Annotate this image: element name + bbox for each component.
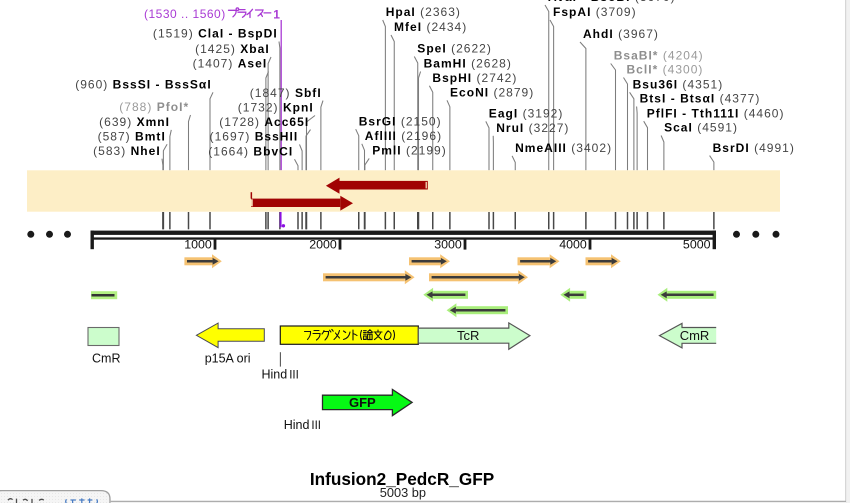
- svg-text:Infusion2_PedcR_GFP: Infusion2_PedcR_GFP: [310, 469, 494, 489]
- svg-text:BsrDI (4991): BsrDI (4991): [713, 141, 795, 155]
- svg-text:GFP: GFP: [349, 395, 376, 410]
- svg-text:PmlI (2199): PmlI (2199): [372, 144, 447, 158]
- svg-text:BspHI (2742): BspHI (2742): [432, 71, 517, 85]
- svg-text:SpeI (2622): SpeI (2622): [417, 42, 492, 56]
- svg-text:1: 1: [273, 7, 280, 21]
- svg-text:(1847) SbfI: (1847) SbfI: [250, 86, 322, 100]
- svg-text:(1519) ClaI - BspDI: (1519) ClaI - BspDI: [153, 27, 278, 41]
- svg-text:BsrGI (2150): BsrGI (2150): [359, 114, 442, 128]
- svg-text:BsaBI* (4204): BsaBI* (4204): [614, 49, 704, 63]
- svg-text:5003 bp: 5003 bp: [380, 485, 426, 500]
- svg-text:(583) NheI: (583) NheI: [93, 144, 161, 158]
- svg-text:(1728) Acc65I: (1728) Acc65I: [219, 115, 309, 129]
- svg-text:(639) XmnI: (639) XmnI: [99, 115, 170, 129]
- svg-text:BamHI (2628): BamHI (2628): [424, 57, 512, 71]
- svg-text:p15A ori: p15A ori: [205, 352, 251, 366]
- svg-text:BclI* (4300): BclI* (4300): [627, 63, 704, 77]
- svg-text:NruI (3227): NruI (3227): [496, 121, 569, 135]
- svg-text:(1530 .. 1560): (1530 .. 1560): [144, 7, 226, 21]
- svg-text:(1697) BssHII: (1697) BssHII: [210, 130, 299, 144]
- svg-text:ScaI (4591): ScaI (4591): [664, 121, 738, 135]
- svg-text:(1732) KpnI: (1732) KpnI: [238, 101, 314, 115]
- svg-text:(1425) XbaI: (1425) XbaI: [195, 42, 270, 56]
- svg-text:TcR: TcR: [457, 328, 479, 343]
- svg-text:CmR: CmR: [680, 328, 710, 343]
- svg-text:Bsu36I (4351): Bsu36I (4351): [633, 78, 724, 92]
- svg-text:(1407) AseI: (1407) AseI: [193, 57, 268, 71]
- svg-text:HpaI (2363): HpaI (2363): [386, 5, 461, 19]
- svg-text:MfeI (2434): MfeI (2434): [394, 20, 467, 34]
- svg-text:5000: 5000: [683, 238, 711, 252]
- svg-text:AflIII (2196): AflIII (2196): [365, 129, 442, 143]
- svg-text:(1664) BbvCI: (1664) BbvCI: [208, 144, 293, 158]
- svg-text:AvaI - BsoBI (3670): AvaI - BsoBI (3670): [548, 0, 676, 4]
- svg-text:(587) BmtI: (587) BmtI: [98, 130, 166, 144]
- svg-text:BtsI - BtsαI (4377): BtsI - BtsαI (4377): [640, 92, 761, 106]
- svg-text:4000: 4000: [559, 238, 587, 252]
- svg-text:FspAI (3709): FspAI (3709): [553, 5, 637, 19]
- svg-text:1000: 1000: [184, 238, 212, 252]
- svg-text:CmR: CmR: [92, 352, 120, 366]
- svg-text:AhdI (3967): AhdI (3967): [583, 27, 659, 41]
- svg-text:EagI (3192): EagI (3192): [489, 107, 564, 121]
- svg-text:(788) PfoI*: (788) PfoI*: [119, 100, 189, 114]
- svg-text:2000: 2000: [309, 238, 337, 252]
- svg-text:PflFI - Tth111I (4460): PflFI - Tth111I (4460): [647, 106, 785, 120]
- svg-text:NmeAIII (3402): NmeAIII (3402): [515, 141, 612, 155]
- svg-text:EcoNI (2879): EcoNI (2879): [450, 86, 534, 100]
- svg-text:(960) BssSI - BssSαI: (960) BssSI - BssSαI: [75, 78, 212, 92]
- svg-text:3000: 3000: [434, 238, 462, 252]
